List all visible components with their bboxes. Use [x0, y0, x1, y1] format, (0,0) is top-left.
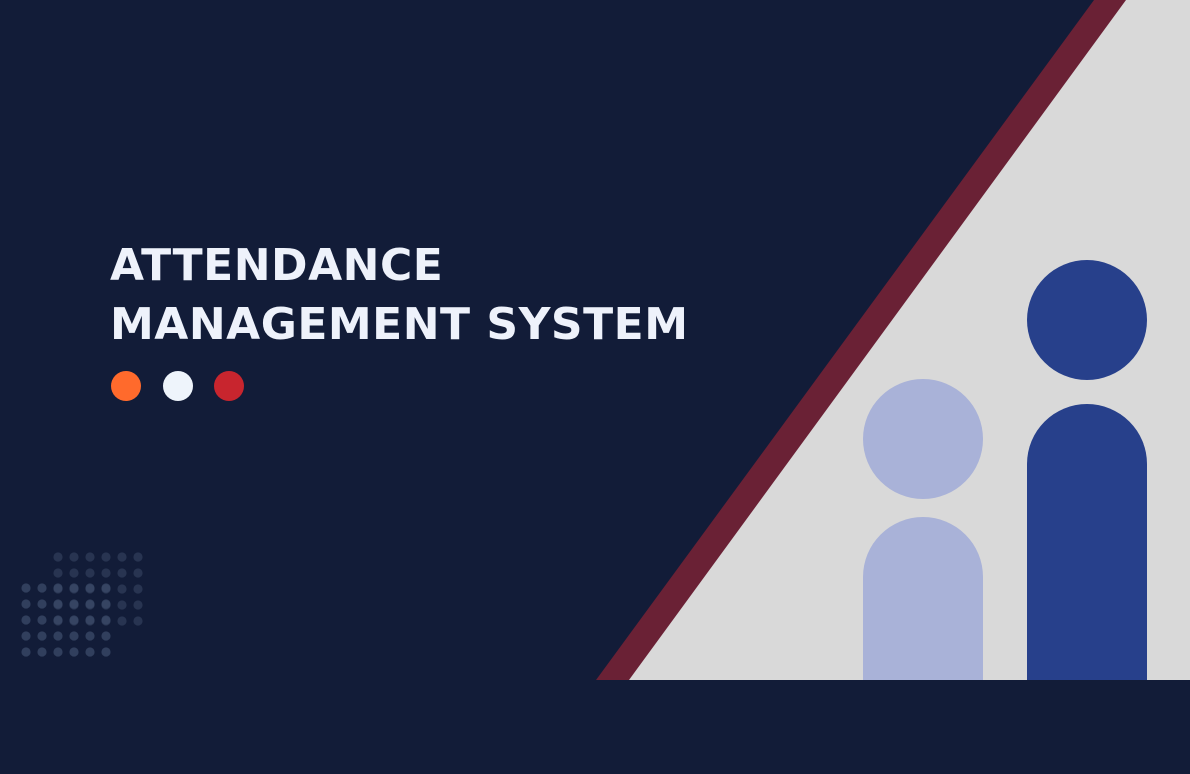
pattern-dot [37, 583, 47, 593]
pattern-dot [21, 615, 31, 625]
person-light [863, 379, 983, 680]
pattern-dot [53, 552, 63, 562]
pattern-dot [85, 568, 95, 578]
red-dot [214, 371, 244, 401]
pattern-dot [53, 568, 63, 578]
pattern-dot [133, 600, 143, 610]
pattern-dot [69, 647, 79, 657]
pattern-dot [117, 568, 127, 578]
pattern-dot [101, 615, 111, 625]
pattern-dot [69, 631, 79, 641]
pattern-dot [85, 552, 95, 562]
pattern-dot [53, 631, 63, 641]
pattern-dot [101, 583, 111, 593]
pattern-dot [117, 616, 127, 626]
pattern-dot [37, 647, 47, 657]
pattern-dot [53, 599, 63, 609]
pattern-dot [85, 599, 95, 609]
orange-dot [111, 371, 141, 401]
pattern-dot [53, 583, 63, 593]
pattern-dot [101, 631, 111, 641]
pattern-dot [85, 583, 95, 593]
pattern-dot [69, 583, 79, 593]
pattern-dot [21, 631, 31, 641]
pattern-dot [133, 616, 143, 626]
pattern-dot [37, 599, 47, 609]
pattern-dot [101, 552, 111, 562]
pattern-dot [21, 599, 31, 609]
person-light-body [863, 517, 983, 680]
pattern-dot [133, 584, 143, 594]
pattern-dot [21, 647, 31, 657]
people-icon [863, 260, 1147, 680]
pattern-dot [117, 552, 127, 562]
pattern-dot [69, 599, 79, 609]
pattern-dot [53, 615, 63, 625]
pattern-dot [85, 631, 95, 641]
pattern-dot [101, 568, 111, 578]
dot-grid-pattern [21, 552, 143, 657]
pattern-dot [69, 615, 79, 625]
pattern-dot [101, 647, 111, 657]
person-dark-body [1027, 404, 1147, 680]
person-dark-head [1027, 260, 1147, 380]
white-dot [163, 371, 193, 401]
pattern-dot [133, 568, 143, 578]
pattern-dot [101, 599, 111, 609]
pattern-dot [37, 631, 47, 641]
pattern-dot [85, 647, 95, 657]
person-dark [1027, 260, 1147, 680]
pattern-dot [21, 583, 31, 593]
title-line-1: ATTENDANCE [110, 240, 444, 291]
bottom-band [0, 680, 1190, 774]
pattern-dot [117, 584, 127, 594]
pattern-dot [85, 615, 95, 625]
pattern-dot [133, 552, 143, 562]
pattern-dot [69, 568, 79, 578]
pattern-dot [53, 647, 63, 657]
pattern-dot [37, 615, 47, 625]
person-light-head [863, 379, 983, 499]
pattern-dot [117, 600, 127, 610]
pattern-dot [69, 552, 79, 562]
title-line-2: MANAGEMENT SYSTEM [110, 299, 689, 350]
